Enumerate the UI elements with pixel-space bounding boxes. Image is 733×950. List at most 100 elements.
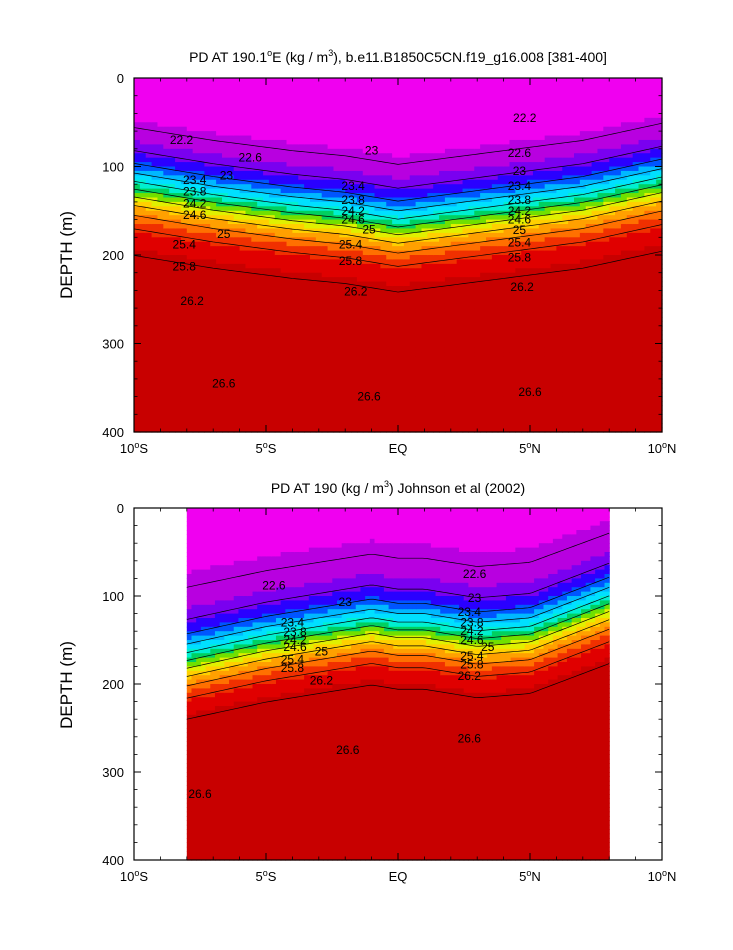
- contour-cell: [450, 255, 458, 261]
- contour-cell: [415, 268, 423, 274]
- contour-cell: [368, 414, 376, 420]
- contour-cell: [245, 277, 252, 283]
- contour-cell: [421, 219, 428, 225]
- contour-cell: [134, 78, 141, 84]
- contour-cell: [345, 135, 352, 141]
- contour-cell: [403, 117, 411, 123]
- contour-cell: [368, 281, 376, 287]
- contour-cell: [368, 365, 376, 371]
- contour-cell: [192, 250, 200, 256]
- contour-cell: [292, 387, 299, 393]
- contour-cell: [310, 126, 317, 132]
- contour-cell: [398, 325, 405, 331]
- contour-cell: [180, 396, 188, 402]
- contour-cell: [175, 139, 182, 145]
- contour-cell: [292, 321, 299, 327]
- contour-cell: [462, 113, 469, 119]
- contour-cell: [251, 312, 258, 318]
- contour-cell: [421, 122, 428, 128]
- contour-cell: [157, 246, 164, 252]
- contour-cell: [392, 104, 399, 110]
- contour-cell: [251, 259, 258, 265]
- contour-cell: [480, 104, 487, 110]
- contour-cell: [339, 401, 346, 407]
- contour-cell: [374, 246, 381, 252]
- contour-cell: [210, 378, 217, 384]
- contour-cell: [268, 126, 276, 132]
- contour-cell: [175, 343, 182, 349]
- contour-cell: [444, 219, 452, 225]
- contour-cell: [210, 325, 217, 331]
- contour-cell: [351, 135, 358, 141]
- contour-cell: [310, 113, 317, 119]
- contour-cell: [374, 219, 381, 225]
- contour-cell: [374, 148, 381, 154]
- contour-cell: [310, 131, 317, 137]
- contour-cell: [491, 272, 499, 278]
- contour-cell: [145, 418, 153, 424]
- contour-cell: [268, 157, 276, 163]
- contour-cell: [462, 224, 469, 230]
- contour-cell: [362, 126, 370, 132]
- contour-cell: [462, 334, 469, 340]
- contour-cell: [456, 409, 464, 415]
- contour-cell: [239, 104, 247, 110]
- contour-cell: [351, 383, 358, 389]
- contour-cell: [351, 285, 358, 291]
- contour-cell: [368, 418, 376, 424]
- contour-cell: [134, 303, 141, 309]
- contour-cell: [233, 365, 241, 371]
- contour-cell: [163, 383, 170, 389]
- contour-cell: [439, 383, 446, 389]
- contour-cell: [480, 131, 487, 137]
- contour-cell: [163, 281, 170, 287]
- contour-cell: [268, 281, 276, 287]
- contour-cell: [186, 86, 194, 92]
- contour-cell: [474, 224, 481, 230]
- contour-cell: [480, 228, 487, 234]
- contour-cell: [409, 224, 417, 230]
- contour-cell: [169, 334, 176, 340]
- contour-cell: [315, 224, 323, 230]
- contour-cell: [474, 414, 481, 420]
- contour-cell: [222, 427, 229, 433]
- contour-cell: [444, 246, 452, 252]
- contour-cell: [339, 232, 346, 238]
- contour-cell: [351, 241, 358, 247]
- contour-cell: [245, 162, 252, 168]
- contour-cell: [304, 352, 311, 358]
- contour-cell: [210, 414, 217, 420]
- contour-cell: [444, 139, 452, 145]
- contour-cell: [280, 330, 288, 336]
- contour-cell: [444, 197, 452, 203]
- contour-cell: [351, 343, 358, 349]
- contour-cell: [327, 219, 335, 225]
- contour-cell: [304, 387, 311, 393]
- contour-cell: [462, 157, 469, 163]
- contour-cell: [139, 405, 147, 411]
- contour-cell: [304, 108, 311, 114]
- contour-cell: [368, 423, 376, 429]
- contour-cell: [251, 122, 258, 128]
- contour-cell: [210, 316, 217, 322]
- contour-cell: [274, 316, 282, 322]
- contour-cell: [304, 405, 311, 411]
- contour-cell: [274, 197, 282, 203]
- contour-cell: [239, 339, 247, 345]
- contour-cell: [427, 263, 434, 269]
- contour-cell: [351, 126, 358, 132]
- contour-cell: [468, 325, 475, 331]
- contour-cell: [421, 268, 428, 274]
- contour-cell: [433, 241, 440, 247]
- contour-cell: [280, 139, 288, 145]
- contour-cell: [351, 215, 358, 221]
- contour-cell: [439, 237, 446, 243]
- contour-cell: [151, 316, 159, 322]
- contour-cell: [433, 232, 440, 238]
- contour-cell: [216, 108, 223, 114]
- contour-cell: [192, 365, 200, 371]
- contour-cell: [268, 356, 276, 362]
- contour-cell: [239, 263, 247, 269]
- contour-cell: [450, 104, 458, 110]
- contour-cell: [274, 255, 282, 261]
